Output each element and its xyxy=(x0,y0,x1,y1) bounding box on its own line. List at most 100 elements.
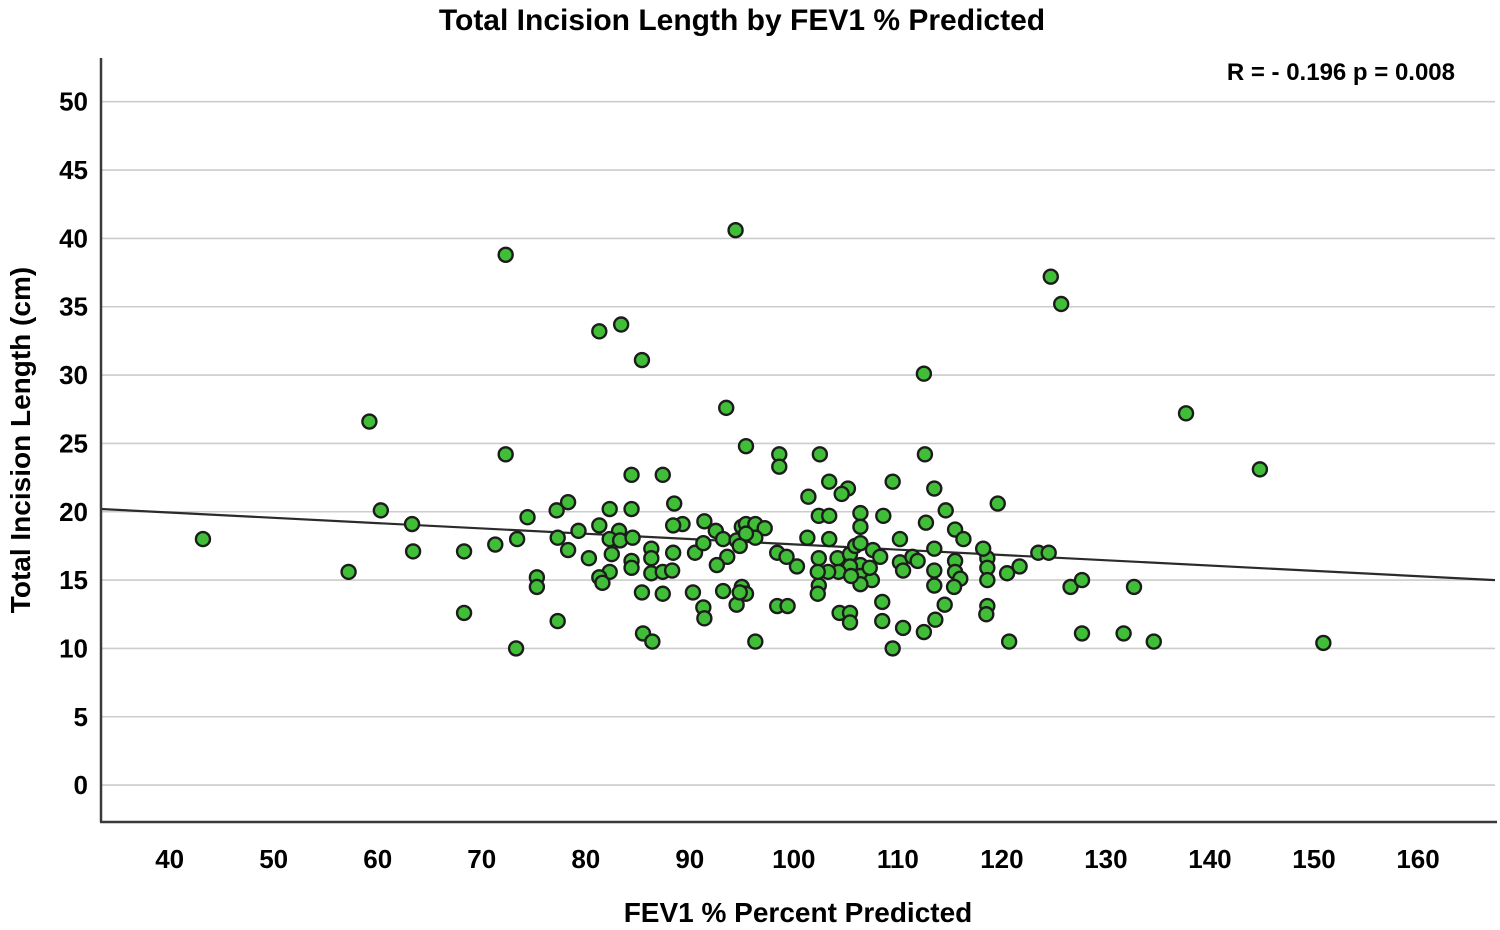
data-point xyxy=(1011,558,1028,575)
data-point xyxy=(945,578,963,596)
data-point xyxy=(1073,571,1091,589)
data-point xyxy=(937,502,954,519)
data-point xyxy=(833,485,850,503)
data-point xyxy=(788,558,806,575)
data-point xyxy=(519,509,536,526)
x-tick-label: 60 xyxy=(363,844,392,874)
y-tick-label: 15 xyxy=(59,565,88,595)
data-point xyxy=(623,466,640,484)
data-point xyxy=(778,548,795,566)
data-point xyxy=(998,565,1016,582)
data-point xyxy=(871,548,889,566)
data-point xyxy=(821,507,838,525)
data-point xyxy=(633,584,651,601)
data-point xyxy=(455,543,473,560)
data-point xyxy=(1073,625,1091,642)
data-point xyxy=(487,536,504,553)
data-point xyxy=(601,500,618,518)
x-axis-title: FEV1 % Percent Predicted xyxy=(624,897,973,928)
data-point xyxy=(747,633,764,650)
data-point xyxy=(978,606,995,623)
data-point xyxy=(559,541,577,559)
y-tick-label: 25 xyxy=(59,428,88,458)
data-point xyxy=(809,585,826,602)
data-point xyxy=(654,466,671,484)
data-point xyxy=(821,473,838,490)
x-tick-label: 120 xyxy=(980,844,1023,874)
data-point xyxy=(591,323,608,340)
x-tick-label: 140 xyxy=(1188,844,1231,874)
data-point xyxy=(894,562,912,579)
data-point xyxy=(549,529,566,546)
data-point xyxy=(810,550,828,567)
data-point xyxy=(955,530,972,548)
data-point xyxy=(340,563,357,581)
x-tick-label: 40 xyxy=(155,844,184,874)
data-point xyxy=(664,517,682,534)
data-point xyxy=(1052,295,1070,313)
data-point xyxy=(612,316,630,333)
data-point xyxy=(455,604,473,622)
trend-line-layer xyxy=(100,507,1496,582)
data-point xyxy=(894,619,912,637)
data-point xyxy=(663,562,681,579)
data-point xyxy=(624,529,641,546)
data-point xyxy=(926,540,943,557)
data-point xyxy=(884,473,901,490)
data-point xyxy=(799,529,816,546)
data-point xyxy=(852,534,869,552)
data-point xyxy=(1042,268,1059,285)
data-point xyxy=(644,633,661,650)
y-tick-label: 35 xyxy=(59,292,88,322)
data-point xyxy=(727,222,744,239)
data-point xyxy=(927,611,944,628)
data-point xyxy=(643,550,660,567)
data-point xyxy=(549,612,566,630)
data-point xyxy=(696,513,713,530)
y-axis-tick-labels: 0 5 10 15 20 25 30 35 40 45 50 xyxy=(59,87,88,800)
data-point xyxy=(404,543,422,560)
data-point xyxy=(591,517,608,534)
data-point xyxy=(800,488,817,505)
data-point xyxy=(909,552,926,570)
data-point xyxy=(1145,633,1162,650)
y-tick-label: 45 xyxy=(59,155,88,185)
data-point xyxy=(915,623,933,641)
data-point xyxy=(403,515,421,533)
data-point xyxy=(809,563,826,581)
data-point xyxy=(548,502,565,519)
data-point xyxy=(1177,405,1195,422)
gridlines xyxy=(102,100,1495,786)
data-point xyxy=(528,578,546,596)
data-point xyxy=(842,567,860,585)
data-point xyxy=(771,458,788,475)
data-point xyxy=(708,556,726,574)
data-point xyxy=(821,530,838,548)
y-tick-label: 0 xyxy=(74,770,88,800)
x-tick-label: 90 xyxy=(675,844,704,874)
data-point xyxy=(361,413,378,430)
data-point xyxy=(194,530,212,548)
data-point xyxy=(623,559,640,576)
data-point xyxy=(497,246,514,264)
x-axis-tick-labels: 40 50 60 70 80 90 100 110 120 130 140 150 160 xyxy=(155,844,1440,874)
data-point xyxy=(654,585,671,602)
data-point xyxy=(714,582,732,600)
data-point xyxy=(884,640,901,657)
data-point xyxy=(666,495,683,512)
x-tick-label: 50 xyxy=(259,844,288,874)
chart-title: Total Incision Length by FEV1 % Predicte… xyxy=(439,4,1045,37)
data-point xyxy=(718,399,735,417)
y-tick-label: 10 xyxy=(59,633,88,663)
data-points-layer xyxy=(194,222,1332,657)
data-point xyxy=(695,534,712,552)
data-point xyxy=(841,614,859,631)
data-point xyxy=(779,597,796,615)
data-point xyxy=(664,544,682,561)
data-point xyxy=(852,504,869,522)
y-tick-label: 40 xyxy=(59,223,88,253)
data-point xyxy=(979,571,996,589)
data-point xyxy=(874,593,891,611)
